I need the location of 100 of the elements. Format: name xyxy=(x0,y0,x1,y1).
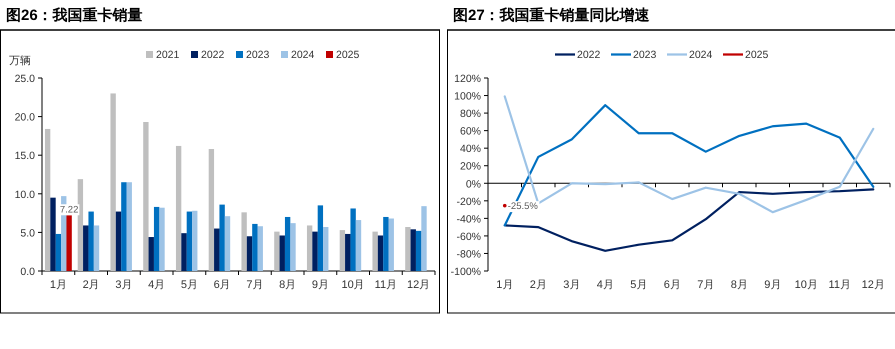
bar xyxy=(50,198,56,271)
x-tick-label: 7月 xyxy=(697,279,714,291)
x-tick-label: 3月 xyxy=(115,279,132,291)
legend-label: 2021 xyxy=(156,49,180,61)
x-tick-label: 8月 xyxy=(279,279,296,291)
bar xyxy=(110,93,116,271)
x-tick-label: 3月 xyxy=(563,279,580,291)
legend-label: 2023 xyxy=(633,49,657,61)
bar xyxy=(94,225,100,271)
y-tick-label: -80% xyxy=(456,248,481,260)
line-series xyxy=(504,104,874,226)
y-tick-label: 20% xyxy=(460,160,481,173)
y-tick-label: 120% xyxy=(454,73,481,85)
x-tick-label: 5月 xyxy=(630,279,648,291)
bar xyxy=(340,230,346,271)
bar xyxy=(372,232,378,271)
bar xyxy=(192,210,198,271)
bar xyxy=(181,233,187,271)
y-tick-label: 40% xyxy=(460,143,481,156)
line-series xyxy=(504,188,874,252)
bar xyxy=(323,226,328,271)
legend-label: 2024 xyxy=(689,49,713,61)
bar xyxy=(88,212,94,271)
y-tick-label: 80% xyxy=(460,108,481,120)
y-tick-label: 10.0 xyxy=(14,188,36,201)
x-tick-label: 11月 xyxy=(374,279,398,291)
bar xyxy=(345,234,350,271)
bar xyxy=(148,237,154,271)
bar xyxy=(66,215,72,271)
bar xyxy=(143,122,149,271)
y-tick-label: 100% xyxy=(454,90,481,103)
x-tick-label: 8月 xyxy=(730,279,748,291)
x-tick-label: 9月 xyxy=(764,279,782,291)
x-tick-label: 6月 xyxy=(664,279,681,291)
bar xyxy=(306,225,312,271)
bar xyxy=(44,128,50,271)
legend-label: 2022 xyxy=(201,49,225,61)
x-tick-label: 1月 xyxy=(50,279,67,291)
x-tick-label: 9月 xyxy=(312,279,329,291)
bar xyxy=(290,223,296,271)
y-tick-label: -20% xyxy=(456,196,481,208)
bar xyxy=(421,206,427,271)
bar xyxy=(252,224,258,271)
bar xyxy=(186,212,192,271)
bar xyxy=(126,182,132,271)
bar xyxy=(154,206,160,271)
x-tick-label: 7月 xyxy=(246,279,264,291)
bar xyxy=(241,212,247,271)
x-tick-label: 5月 xyxy=(180,279,198,291)
bar xyxy=(83,225,88,271)
x-tick-label: 11月 xyxy=(828,279,851,291)
y-tick-label: -40% xyxy=(456,213,481,226)
x-tick-label: 12月 xyxy=(862,279,885,291)
y-tick-label: 0.0 xyxy=(20,266,36,278)
x-tick-label: 10月 xyxy=(794,279,818,291)
bar xyxy=(318,205,324,271)
x-tick-label: 10月 xyxy=(342,279,365,291)
bar xyxy=(280,235,285,271)
bar xyxy=(274,232,280,271)
bar xyxy=(121,182,127,271)
chart-title: 图27：我国重卡销量同比增速 xyxy=(453,7,651,24)
bar xyxy=(214,228,220,271)
y-tick-label: -60% xyxy=(456,230,481,243)
line-series xyxy=(504,95,874,214)
bar xyxy=(405,226,411,271)
x-tick-label: 2月 xyxy=(530,279,547,291)
bar xyxy=(219,204,225,271)
bar xyxy=(56,234,62,271)
bar xyxy=(356,220,362,271)
legend-label: 2022 xyxy=(577,49,601,61)
bar xyxy=(224,216,230,271)
bar xyxy=(116,212,122,271)
legend-label: 2023 xyxy=(246,49,270,61)
x-tick-label: 12月 xyxy=(407,279,430,291)
y-axis-title: 万辆 xyxy=(9,55,31,67)
y-tick-label: 15.0 xyxy=(14,150,36,162)
y-tick-label: 5.0 xyxy=(20,227,36,240)
x-tick-label: 4月 xyxy=(596,279,614,291)
bar xyxy=(258,226,263,271)
data-label: -25.5% xyxy=(508,201,538,212)
bar xyxy=(284,216,290,271)
bar xyxy=(350,208,356,271)
x-tick-label: 1月 xyxy=(496,279,514,291)
bar xyxy=(312,232,318,271)
bar xyxy=(383,216,389,271)
bar xyxy=(78,179,84,271)
y-tick-label: 20.0 xyxy=(14,112,36,124)
bar xyxy=(159,208,165,271)
bar xyxy=(176,146,182,271)
legend-label: 2024 xyxy=(291,49,315,61)
data-label: 7.22 xyxy=(60,204,78,216)
x-tick-label: 6月 xyxy=(214,279,231,291)
y-tick-label: 60% xyxy=(460,126,481,138)
legend-label: 2025 xyxy=(745,49,769,61)
y-tick-label: 0% xyxy=(466,178,481,190)
bar xyxy=(388,218,394,271)
y-tick-label: 25.0 xyxy=(14,73,36,85)
chart-title: 图26：我国重卡销量 xyxy=(6,7,143,24)
bar xyxy=(208,149,214,271)
bar xyxy=(416,230,422,271)
